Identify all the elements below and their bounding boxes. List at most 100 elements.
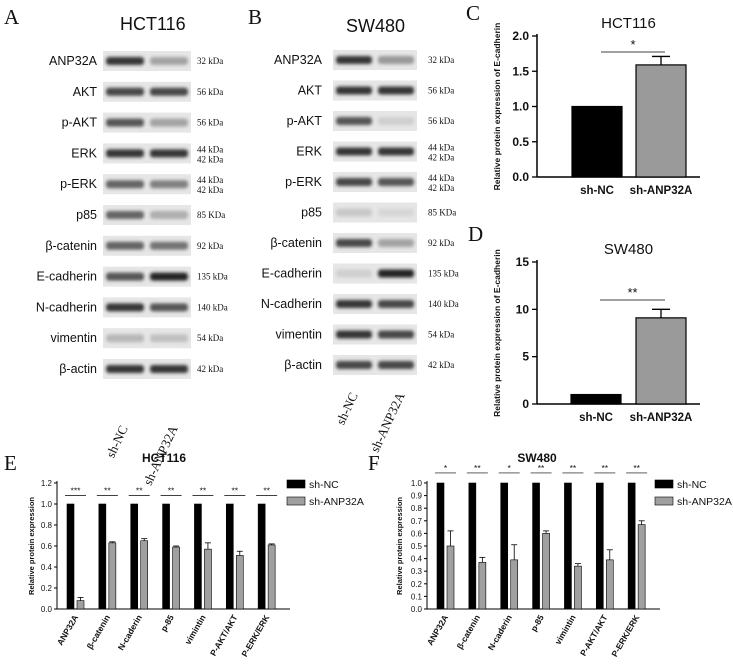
- blot-row-akt: AKT 56 kDa: [298, 80, 454, 101]
- y-tick-label: 5: [522, 350, 529, 364]
- x-tick-label: P-AKT/AKT: [578, 612, 610, 657]
- band-sh-nc: [336, 300, 372, 308]
- y-tick-label: 0.8: [411, 504, 423, 513]
- blot-strip: [103, 205, 191, 225]
- significance-label: **: [200, 486, 207, 496]
- y-tick-label: 0.1: [411, 592, 423, 601]
- blot-strip: [103, 235, 191, 256]
- panel-letter-a: A: [4, 5, 20, 29]
- bar-sh-nc-p-85: [162, 503, 170, 610]
- bar-sh-nc: [570, 393, 622, 405]
- y-tick-label: 1.5: [512, 64, 529, 78]
- molecular-weight-label: 135 kDa: [197, 272, 228, 282]
- protein-label: AKT: [298, 84, 323, 98]
- y-tick-label: 0.9: [411, 492, 423, 501]
- blot-row-erk: ERK 44 kDa 42 kDa: [296, 141, 454, 163]
- protein-label: β-actin: [59, 362, 97, 376]
- blot-strip: [103, 112, 191, 133]
- protein-label: ERK: [296, 145, 322, 159]
- protein-label: β-catenin: [45, 239, 97, 253]
- y-tick-label: 10: [516, 302, 530, 316]
- band-sh-anp32a: [150, 180, 188, 189]
- blot-strip: [103, 174, 191, 195]
- x-tick-label: p-85: [158, 613, 176, 633]
- blot-row-catenin: β-catenin 92 kDa: [45, 235, 223, 256]
- blot-strip: [333, 111, 417, 131]
- panel-letter-b: B: [248, 5, 262, 29]
- y-tick-label: 0.8: [41, 521, 53, 530]
- blot-strip: [103, 328, 191, 349]
- bar-sh-nc-anp32a: [436, 482, 445, 610]
- band-sh-anp32a: [150, 118, 188, 127]
- protein-label: β-catenin: [270, 236, 322, 250]
- protein-label: vimentin: [50, 331, 97, 345]
- blot-strip: [333, 172, 417, 192]
- band-sh-anp32a: [150, 272, 188, 281]
- band-sh-anp32a: [150, 149, 188, 158]
- bar-sh-nc-p-erk-erk: [627, 482, 636, 610]
- bar-sh-anp32a-vimintin: [574, 565, 582, 610]
- blot-row-vimentin: vimentin 54 kDa: [275, 324, 454, 345]
- bar-sh-anp32a-p-akt-akt: [605, 559, 614, 610]
- chart-title: HCT116: [142, 451, 186, 465]
- band-sh-nc: [106, 180, 144, 189]
- y-tick-label: 1.0: [41, 500, 53, 509]
- blot-row-p85: p85 85 KDa: [301, 202, 456, 223]
- x-tick-label: N-caderin: [486, 613, 514, 652]
- band-sh-nc: [106, 211, 144, 219]
- molecular-weight-label: 42 kDa: [428, 360, 454, 370]
- protein-label: p-ERK: [285, 175, 322, 189]
- lane-label-sh-nc: sh-NC: [103, 423, 131, 460]
- band-sh-anp32a: [150, 87, 188, 96]
- x-tick-label: sh-NC: [580, 185, 614, 197]
- molecular-weight-label: 32 kDa: [428, 55, 454, 65]
- blot-row-e-cadherin: E-cadherin 135 kDa: [37, 266, 228, 287]
- y-tick-label: 1.0: [411, 479, 423, 488]
- chart-title: SW480: [517, 451, 557, 465]
- molecular-weight-label: 56 kDa: [428, 116, 454, 126]
- blot-row-p85: p85 85 KDa: [76, 205, 225, 225]
- band-sh-nc: [336, 178, 372, 186]
- band-sh-nc: [336, 147, 372, 156]
- significance-label: ***: [71, 486, 82, 496]
- y-tick-label: 0.6: [411, 529, 423, 538]
- significance-label: **: [136, 486, 143, 496]
- blot-strip: [103, 359, 191, 379]
- protein-label: p-ERK: [60, 177, 97, 191]
- bar-sh-nc-n-caderin: [500, 482, 509, 610]
- blot-strip: [333, 294, 417, 314]
- legend-swatch-sh-nc: [286, 479, 306, 489]
- blot-row-p-akt: p-AKT 56 kDa: [287, 111, 454, 131]
- blot-strip: [333, 80, 417, 101]
- blot-row-n-cadherin: N-cadherin 140 kDa: [36, 297, 228, 318]
- bar-sh-nc: [571, 105, 623, 178]
- western-blot-panel-sw480: B SW480 ANP32A 32 kDa AKT 56 kDa p-AKT 56 kDa…: [248, 5, 459, 455]
- bar-chart-c-hct116: C HCT116 Relative protein expression of E…: [466, 1, 700, 197]
- band-sh-anp32a: [150, 334, 188, 343]
- blot-strip: [103, 81, 191, 102]
- y-tick-label: 1.2: [41, 479, 53, 488]
- blot-row-p-erk: p-ERK 44 kDa 42 kDa: [285, 172, 454, 193]
- significance-label: **: [231, 486, 238, 496]
- band-sh-nc: [336, 117, 372, 125]
- legend-label: sh-NC: [309, 479, 339, 491]
- y-tick-label: 0.2: [41, 584, 53, 593]
- y-tick-label: 0.6: [41, 542, 53, 551]
- x-tick-label: ANP32A: [55, 613, 80, 647]
- significance-label: *: [444, 463, 448, 473]
- significance-label: **: [474, 463, 481, 473]
- x-tick-label: sh-ANP32A: [630, 412, 693, 424]
- panel-letter-e: E: [4, 451, 17, 475]
- bar-sh-anp32a-anp32a: [446, 545, 455, 610]
- chart-title: HCT116: [601, 15, 656, 32]
- blot-row-anp32a: ANP32A 32 kDa: [274, 50, 454, 70]
- x-tick-label: N-caderin: [116, 613, 144, 652]
- panel-letter-c: C: [466, 1, 480, 25]
- protein-label: ERK: [71, 146, 97, 160]
- blot-strip: [333, 355, 417, 375]
- x-tick-label: sh-NC: [579, 412, 613, 424]
- molecular-weight-label: 56 kDa: [428, 86, 454, 96]
- blot-row-actin: β-actin 42 kDa: [284, 355, 454, 375]
- blot-strip: [333, 233, 417, 253]
- band-sh-anp32a: [150, 365, 188, 373]
